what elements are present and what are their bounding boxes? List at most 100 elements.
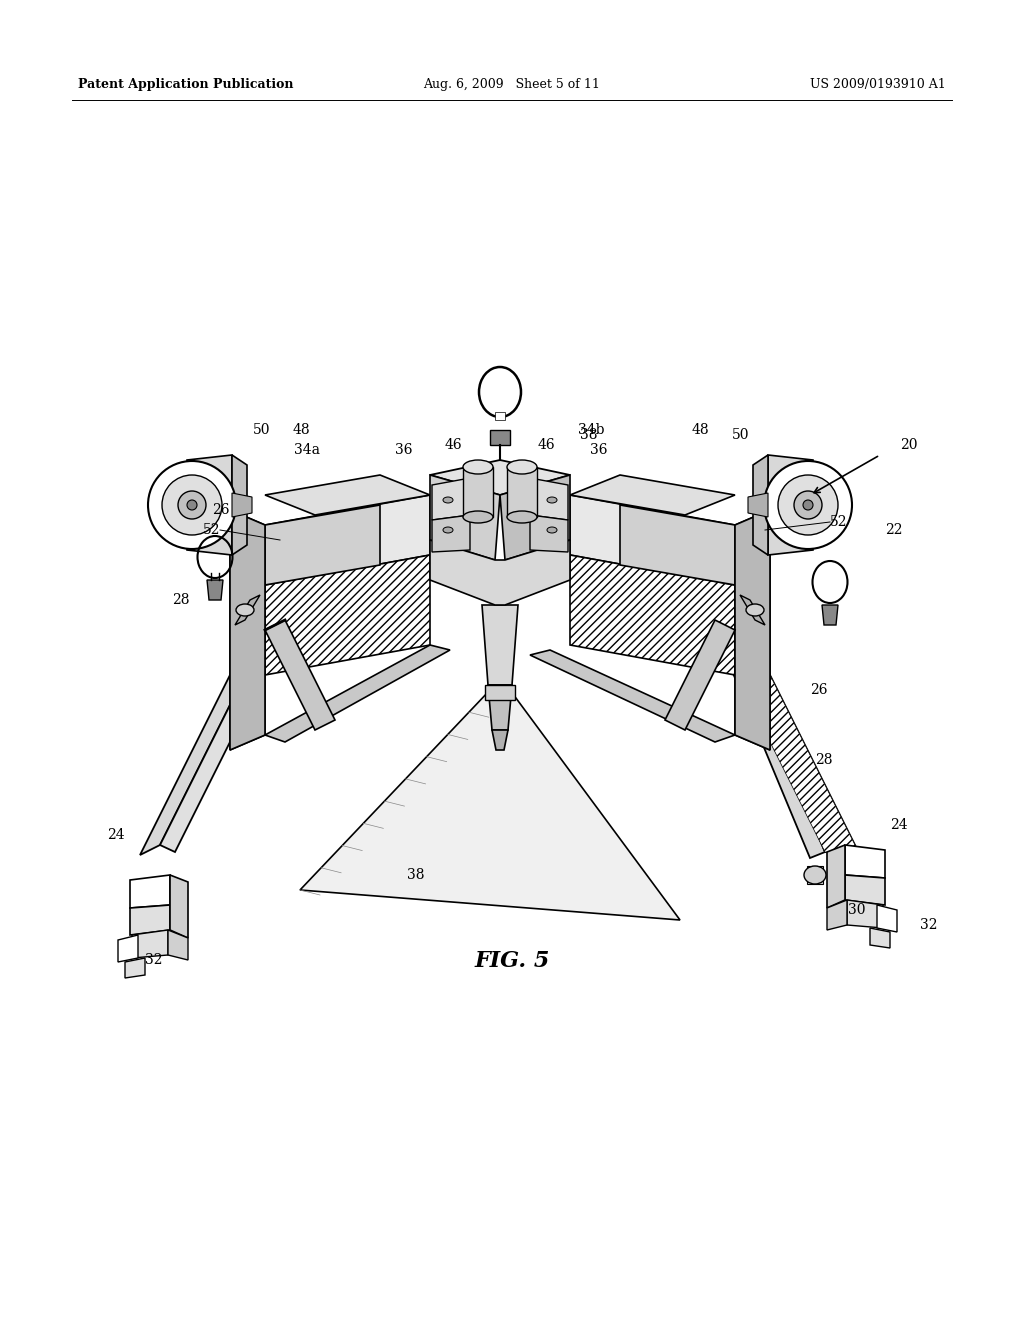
Polygon shape [132, 931, 168, 958]
Ellipse shape [507, 511, 537, 523]
Polygon shape [507, 467, 537, 517]
Text: 26: 26 [810, 682, 827, 697]
Polygon shape [485, 685, 515, 700]
Text: 36: 36 [590, 444, 607, 457]
Text: 36: 36 [394, 444, 412, 457]
Ellipse shape [547, 498, 557, 503]
Text: 48: 48 [293, 422, 310, 437]
Ellipse shape [187, 500, 197, 510]
Polygon shape [748, 492, 768, 517]
Polygon shape [234, 595, 260, 624]
Polygon shape [827, 900, 847, 931]
Polygon shape [230, 510, 265, 750]
Polygon shape [665, 620, 735, 730]
Polygon shape [490, 430, 510, 445]
Polygon shape [265, 645, 450, 742]
Polygon shape [230, 510, 265, 750]
Text: FIG. 5: FIG. 5 [474, 950, 550, 972]
Ellipse shape [463, 459, 493, 474]
Polygon shape [118, 935, 138, 962]
Text: 20: 20 [900, 438, 918, 451]
Polygon shape [735, 635, 860, 855]
Text: 24: 24 [890, 818, 907, 832]
Text: 38: 38 [408, 869, 425, 882]
Polygon shape [463, 467, 493, 517]
Text: 46: 46 [444, 438, 462, 451]
Ellipse shape [507, 459, 537, 474]
Text: 34a: 34a [294, 444, 319, 457]
Ellipse shape [764, 461, 852, 549]
Polygon shape [300, 690, 680, 920]
Polygon shape [432, 478, 470, 520]
Text: 52: 52 [203, 523, 220, 537]
Polygon shape [187, 455, 232, 554]
Ellipse shape [443, 498, 453, 503]
Text: 38: 38 [580, 428, 597, 442]
Polygon shape [822, 605, 838, 624]
Text: 30: 30 [848, 903, 865, 917]
Text: 52: 52 [830, 515, 848, 529]
Ellipse shape [463, 511, 493, 523]
Polygon shape [130, 906, 170, 935]
Polygon shape [720, 642, 860, 855]
Polygon shape [168, 931, 188, 960]
Polygon shape [495, 412, 505, 420]
Text: 50: 50 [253, 422, 270, 437]
Ellipse shape [443, 527, 453, 533]
Polygon shape [430, 475, 500, 560]
Text: 48: 48 [692, 422, 710, 437]
Polygon shape [768, 455, 813, 554]
Polygon shape [207, 579, 223, 601]
Polygon shape [827, 845, 845, 908]
Polygon shape [430, 459, 570, 495]
Polygon shape [140, 635, 265, 855]
Ellipse shape [162, 475, 222, 535]
Ellipse shape [148, 461, 236, 549]
Ellipse shape [778, 475, 838, 535]
Polygon shape [530, 515, 568, 552]
Text: Patent Application Publication: Patent Application Publication [78, 78, 294, 91]
Text: 26: 26 [213, 503, 230, 517]
Text: 46: 46 [538, 438, 556, 451]
Polygon shape [845, 875, 885, 906]
Text: 32: 32 [920, 917, 938, 932]
Ellipse shape [178, 491, 206, 519]
Polygon shape [482, 605, 518, 685]
Text: 24: 24 [108, 828, 125, 842]
Polygon shape [735, 510, 770, 750]
Text: 22: 22 [885, 523, 902, 537]
Polygon shape [530, 478, 568, 520]
Polygon shape [570, 495, 735, 585]
Polygon shape [845, 845, 885, 878]
Polygon shape [847, 900, 883, 928]
Polygon shape [130, 875, 170, 908]
Text: 32: 32 [145, 953, 163, 968]
Text: 50: 50 [732, 428, 750, 442]
Polygon shape [870, 928, 890, 948]
Polygon shape [492, 730, 508, 750]
Ellipse shape [746, 605, 764, 616]
Ellipse shape [794, 491, 822, 519]
Polygon shape [740, 595, 765, 624]
Polygon shape [232, 492, 252, 517]
Polygon shape [530, 649, 735, 742]
Polygon shape [570, 554, 735, 675]
Text: 34b: 34b [578, 422, 604, 437]
Polygon shape [265, 620, 335, 730]
Ellipse shape [803, 500, 813, 510]
Polygon shape [265, 475, 430, 515]
Text: 28: 28 [815, 752, 833, 767]
Text: 28: 28 [172, 593, 190, 607]
Text: Aug. 6, 2009   Sheet 5 of 11: Aug. 6, 2009 Sheet 5 of 11 [424, 78, 600, 91]
Polygon shape [570, 475, 735, 515]
Text: US 2009/0193910 A1: US 2009/0193910 A1 [810, 78, 946, 91]
Ellipse shape [236, 605, 254, 616]
Polygon shape [430, 540, 570, 605]
Polygon shape [735, 510, 770, 750]
Polygon shape [160, 635, 280, 851]
Polygon shape [720, 635, 825, 858]
Polygon shape [877, 906, 897, 932]
Polygon shape [488, 685, 512, 730]
Ellipse shape [804, 866, 826, 884]
Polygon shape [432, 515, 470, 552]
